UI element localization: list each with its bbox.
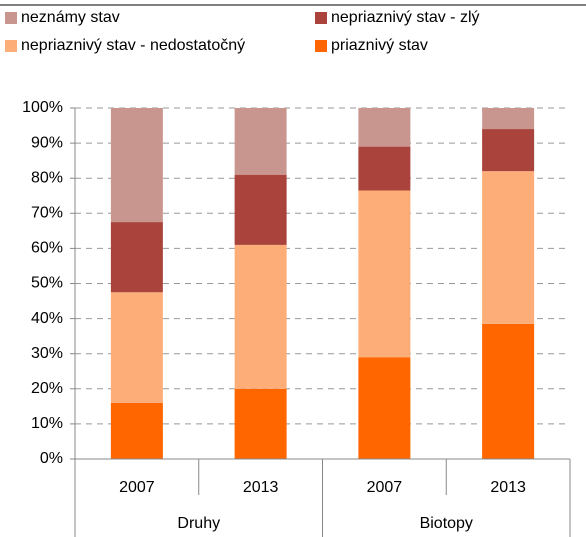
bar-segment — [482, 129, 535, 172]
bar-segment — [358, 357, 411, 459]
bar-segment — [110, 222, 163, 293]
legend-swatch — [315, 12, 327, 24]
legend-swatch — [5, 40, 17, 52]
y-tick-label: 90% — [31, 134, 63, 151]
bar-segment — [110, 402, 163, 459]
y-tick-label: 30% — [31, 345, 63, 362]
y-tick-label: 0% — [40, 450, 63, 467]
legend-swatch — [315, 40, 327, 52]
y-tick-label: 80% — [31, 169, 63, 186]
x-tick-label: 2013 — [243, 479, 279, 496]
bar-segment — [358, 146, 411, 191]
bar-segment — [482, 323, 535, 459]
group-label: Druhy — [177, 515, 220, 532]
y-tick-label: 60% — [31, 240, 63, 257]
bar-segment — [110, 292, 163, 403]
legend-label: priaznivý stav — [331, 37, 428, 54]
x-tick-label: 2007 — [367, 479, 403, 496]
legend-label: nepriaznivý stav - zlý — [331, 9, 480, 26]
bar-segment — [482, 108, 535, 130]
x-tick-label: 2013 — [490, 479, 526, 496]
y-tick-label: 70% — [31, 205, 63, 222]
y-tick-label: 40% — [31, 310, 63, 327]
bar-segment — [234, 108, 287, 175]
bar-segment — [110, 108, 163, 223]
bar-segment — [234, 174, 287, 245]
bar-segment — [358, 108, 411, 147]
y-tick-label: 20% — [31, 380, 63, 397]
legend-label: nepriaznivý stav - nedostatočný — [21, 37, 245, 54]
bar-segment — [482, 171, 535, 324]
legend-label: neznámy stav — [21, 9, 120, 26]
legend-swatch — [5, 12, 17, 24]
bar-segment — [358, 190, 411, 358]
bar-segment — [234, 244, 287, 389]
group-label: Biotopy — [420, 515, 473, 532]
x-tick-label: 2007 — [119, 479, 155, 496]
y-tick-label: 100% — [22, 99, 63, 116]
bar-segment — [234, 388, 287, 459]
y-tick-label: 50% — [31, 275, 63, 292]
y-tick-label: 10% — [31, 415, 63, 432]
